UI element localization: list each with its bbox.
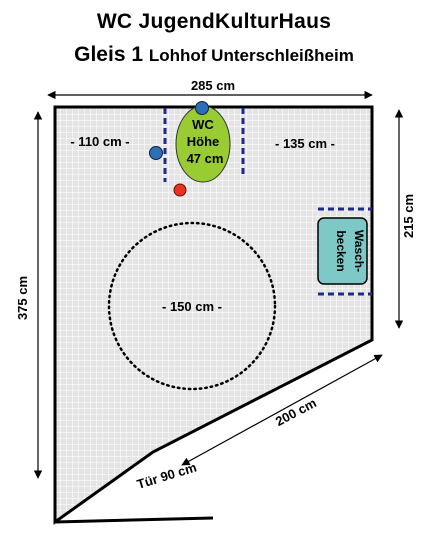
wc-height-label: Höhe <box>187 134 220 149</box>
subtitle-location: Lohhof Unterschleißheim <box>148 46 354 65</box>
page-title: WC JugendKulturHaus <box>96 10 332 33</box>
sink <box>317 217 368 285</box>
door-leaf <box>54 516 214 524</box>
turning-circle <box>107 221 277 391</box>
page-subtitle: Gleis 1 Lohhof Unterschleißheim <box>0 43 428 67</box>
turning-circle-label: - 150 cm - <box>162 299 222 314</box>
sink-label-line1: Wasch- <box>352 230 366 272</box>
door-label: Tür 90 cm <box>135 460 198 492</box>
subtitle-main: Gleis 1 <box>74 43 144 66</box>
wc-label: WC <box>192 117 214 132</box>
right-height-label: 215 cm <box>401 194 416 238</box>
grab-bar-top <box>195 101 209 115</box>
diagonal-wall-arrow <box>181 354 383 466</box>
wc-height-value: 47 cm <box>187 151 224 166</box>
sink-label-line2: becken <box>334 230 348 271</box>
left-height-label: 375 cm <box>15 276 30 320</box>
right-clearance-label: - 135 cm - <box>275 136 335 151</box>
left-clearance-label: - 110 cm - <box>70 134 129 149</box>
diagonal-wall-label: 200 cm <box>273 395 319 429</box>
emergency-button <box>173 183 187 197</box>
top-width-label: 285 cm <box>191 78 235 93</box>
grab-bar-left <box>149 146 163 160</box>
